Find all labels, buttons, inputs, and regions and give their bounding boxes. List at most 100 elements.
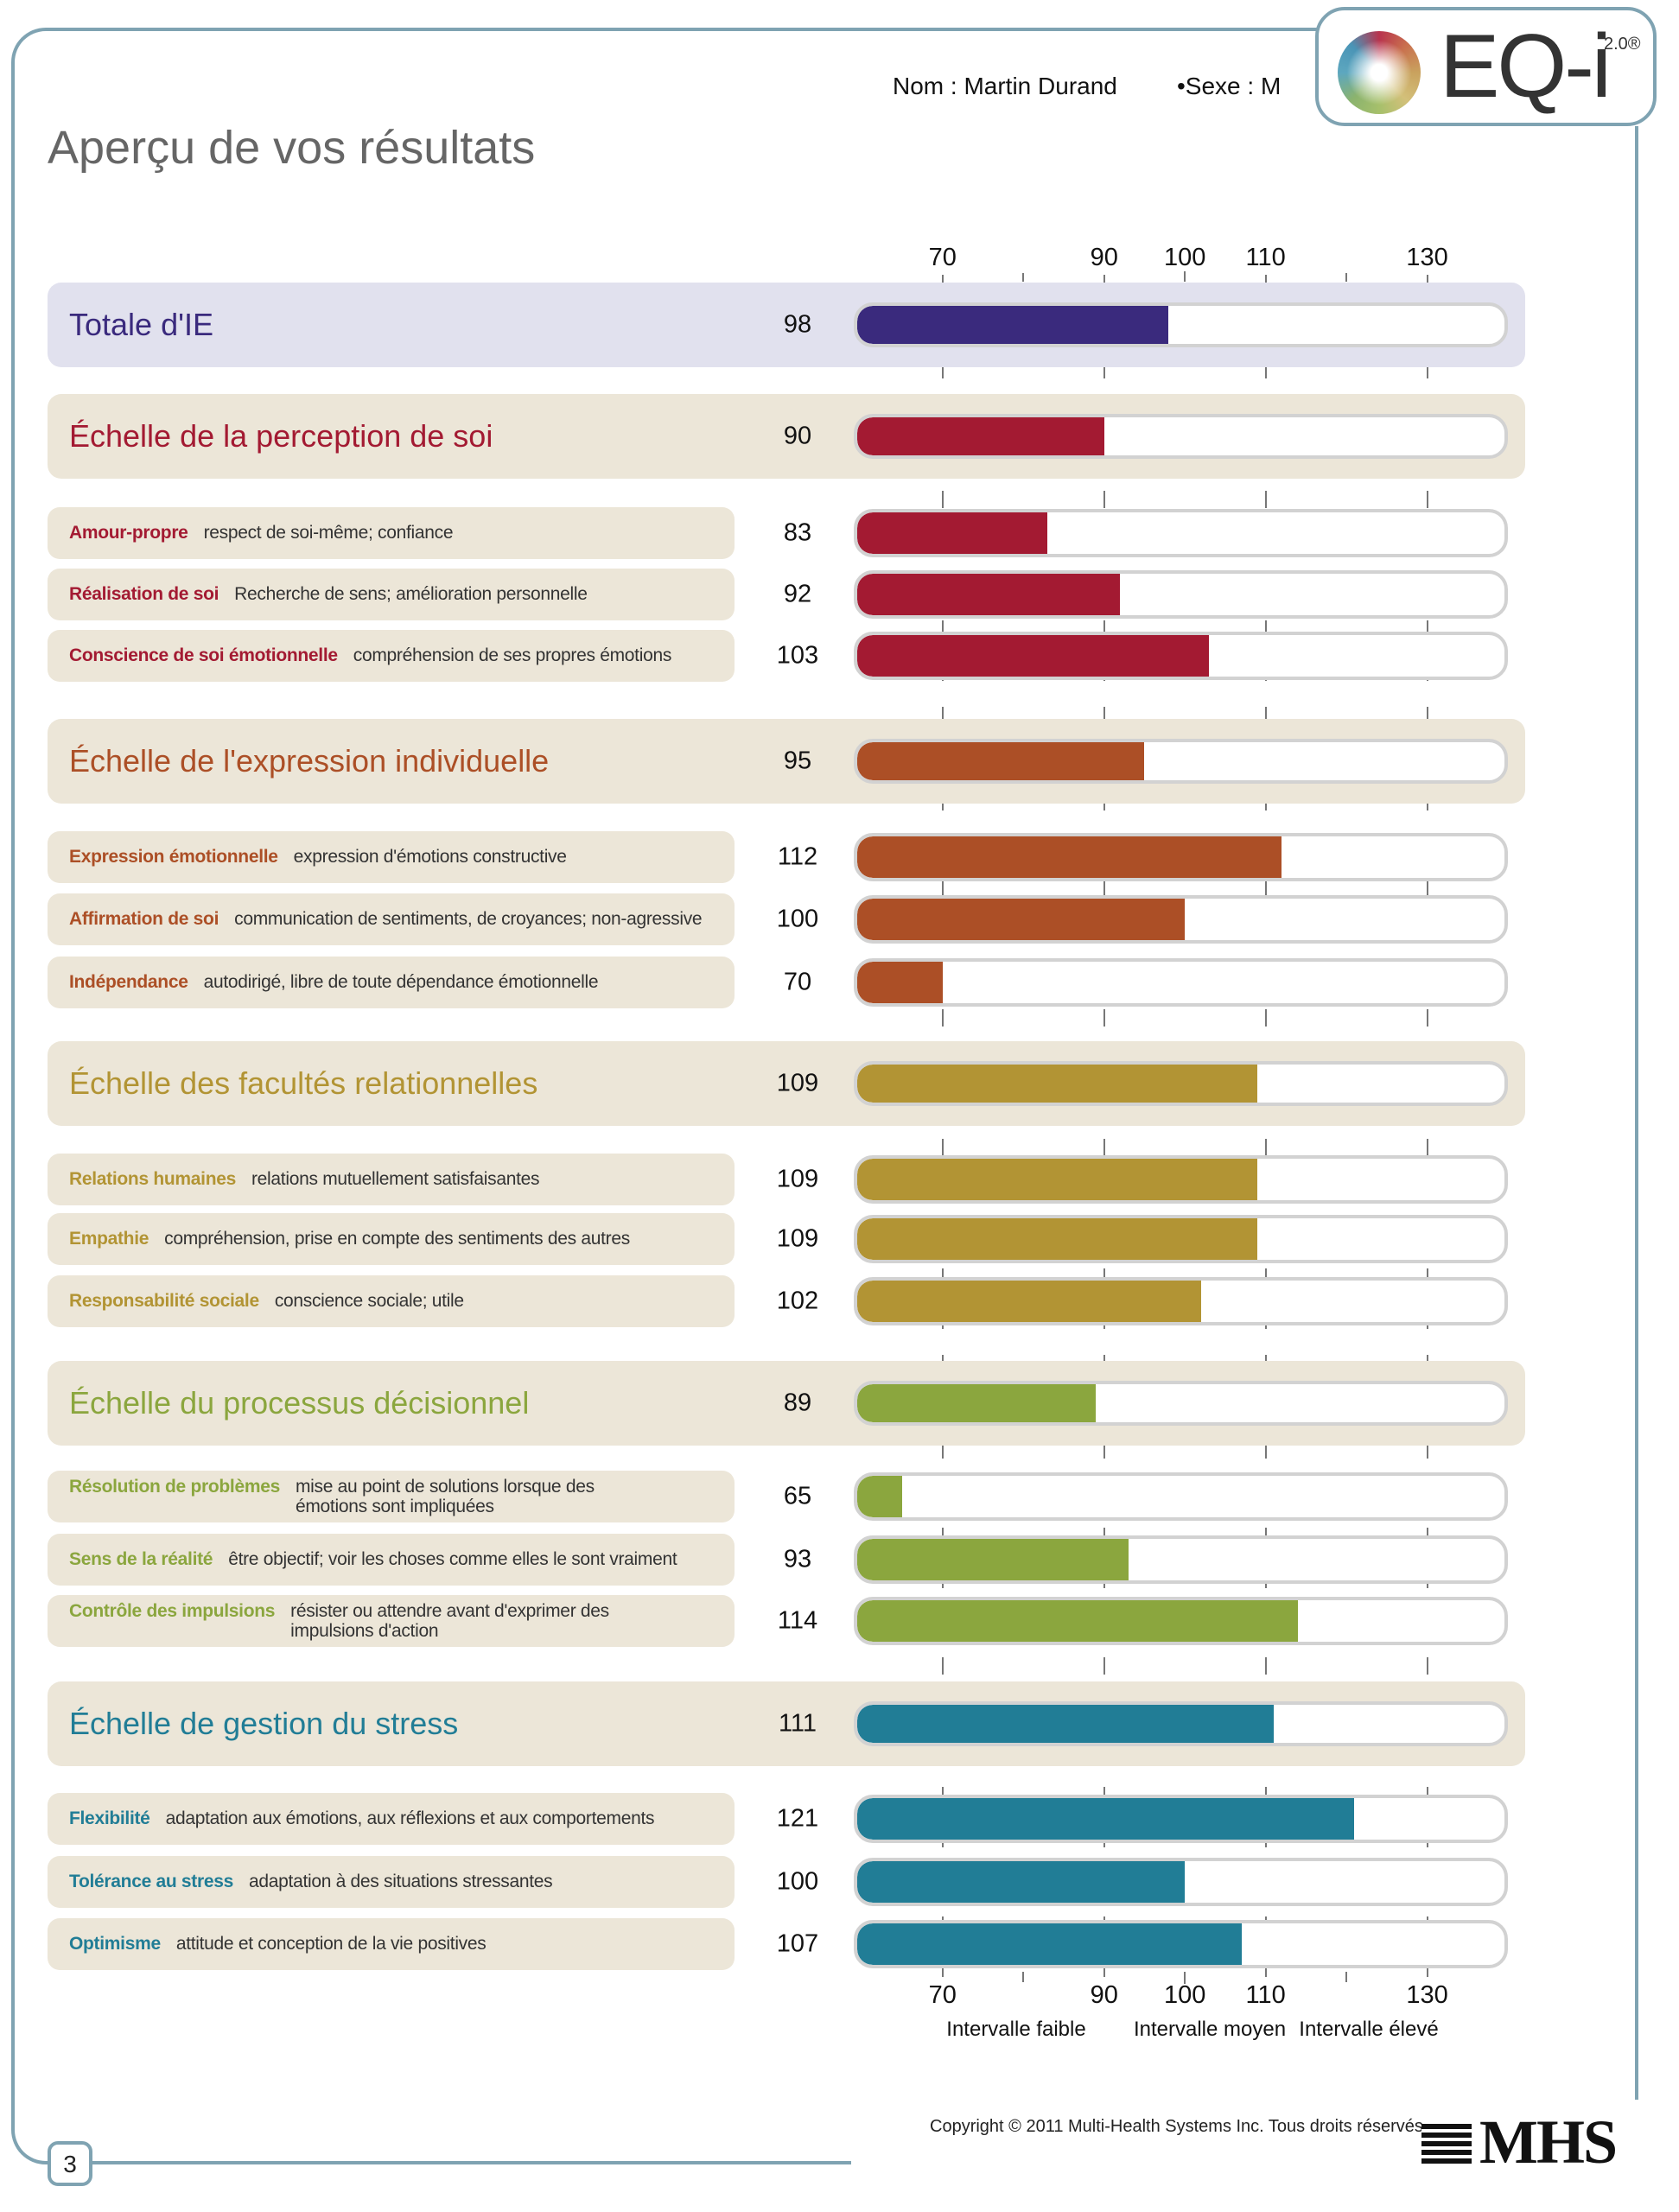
subscale-label: Empathie	[69, 1229, 149, 1249]
subscale-text: Empathie compréhension, prise en compte d…	[69, 1229, 726, 1249]
copyright: Copyright © 2011 Multi-Health Systems In…	[930, 2117, 1428, 2136]
tick-bottom-100	[1184, 1972, 1186, 1984]
score-value: 70	[783, 968, 812, 996]
subscale-text: Sens de la réalité être objectif; voir le…	[69, 1549, 726, 1570]
score-value: 103	[776, 641, 819, 670]
score-bar-track	[854, 1535, 1508, 1584]
score-value: 107	[776, 1929, 819, 1958]
tick-guide-130	[1426, 275, 1428, 1990]
tick-label-top: 100	[1163, 244, 1206, 271]
score-bar-fill	[857, 1861, 1186, 1903]
score-value: 111	[778, 1709, 817, 1738]
page-title: Aperçu de vos résultats	[48, 122, 536, 174]
score-value: 83	[783, 518, 812, 547]
subscale-label: Résolution de problèmes	[69, 1477, 280, 1497]
subscale-text: Conscience de soi émotionnelle compréhens…	[69, 645, 726, 666]
subscale-description: expression d'émotions constructive	[293, 847, 567, 867]
score-bar-track	[854, 302, 1508, 347]
score-value: 98	[783, 310, 812, 339]
score-value: 109	[776, 1165, 819, 1193]
subscale-row: Sens de la réalité être objectif; voir le…	[48, 1534, 735, 1586]
subscale-description: attitude et conception de la vie positiv…	[175, 1934, 487, 1954]
subscale-label: Affirmation de soi	[69, 909, 219, 929]
subscale-label: Expression émotionnelle	[69, 847, 278, 867]
subscale-row: Relations humaines relations mutuellement…	[48, 1154, 735, 1205]
subscale-row: Expression émotionnelle expression d'émot…	[48, 831, 735, 883]
page-frame-right	[1635, 126, 1638, 2100]
score-bar-track	[854, 1597, 1508, 1645]
subscale-text: Contrôle des impulsions résister ou atten…	[69, 1601, 726, 1641]
score-bar-fill	[857, 1384, 1097, 1422]
subscale-text: Résolution de problèmes mise au point de …	[69, 1477, 726, 1516]
subscale-label: Amour-propre	[69, 523, 188, 543]
subscale-text: Réalisation de soi Recherche de sens; amé…	[69, 584, 726, 605]
score-bar-fill	[857, 1065, 1258, 1103]
subscale-description: adaptation aux émotions, aux réflexions …	[165, 1808, 655, 1828]
subscale-row: Empathie compréhension, prise en compte d…	[48, 1213, 735, 1265]
band-title: Échelle du processus décisionnel	[69, 1385, 530, 1421]
tick-label-top: 130	[1406, 244, 1448, 271]
subscale-label: Optimisme	[69, 1934, 161, 1954]
band-title: Totale d'IE	[69, 307, 213, 342]
tick-label-bottom: 100	[1163, 1981, 1206, 2009]
score-bar-fill	[857, 836, 1282, 878]
range-label-average: Intervalle moyen	[1133, 2018, 1287, 2041]
score-bar-fill	[857, 635, 1210, 677]
score-bar-track	[854, 1277, 1508, 1325]
page-frame	[11, 28, 1636, 2164]
mhs-emblem-icon	[1421, 2124, 1472, 2167]
subscale-label: Réalisation de soi	[69, 584, 219, 604]
score-bar-track	[854, 1795, 1508, 1843]
score-bar-fill	[857, 962, 943, 1003]
subscale-text: Amour-propre respect de soi-même; confian…	[69, 523, 726, 543]
score-value: 100	[776, 1867, 819, 1896]
score-bar-track	[854, 1920, 1508, 1968]
score-value: 121	[776, 1804, 819, 1833]
subscale-text: Flexibilité adaptation aux émotions, aux …	[69, 1808, 726, 1829]
subscale-description: compréhension de ses propres émotions	[353, 645, 672, 665]
subscale-description: communication de sentiments, de croyance…	[234, 909, 703, 929]
score-bar-track	[854, 1701, 1508, 1746]
score-bar-track	[854, 414, 1508, 459]
subscale-row: Responsabilité sociale conscience sociale…	[48, 1275, 735, 1327]
score-bar-fill	[857, 1923, 1242, 1965]
score-value: 65	[783, 1482, 812, 1510]
subscale-row: Affirmation de soi communication de senti…	[48, 893, 735, 945]
score-bar-track	[854, 1858, 1508, 1906]
score-bar-fill	[857, 899, 1186, 940]
score-bar-fill	[857, 1476, 903, 1517]
subscale-description: respect de soi-même; confiance	[203, 523, 454, 543]
score-bar-track	[854, 570, 1508, 619]
score-bar-track	[854, 1472, 1508, 1521]
range-label-high: Intervalle élevé	[1299, 2018, 1439, 2041]
subscale-text: Tolérance au stress adaptation à des situ…	[69, 1872, 726, 1892]
score-bar-track	[854, 958, 1508, 1007]
subscale-description: Recherche de sens; amélioration personne…	[234, 584, 588, 604]
subscale-description: relations mutuellement satisfaisantes	[251, 1169, 540, 1189]
score-bar-fill	[857, 1600, 1298, 1642]
subscale-description: compréhension, prise en compte des senti…	[164, 1229, 630, 1249]
score-bar-fill	[857, 1539, 1129, 1580]
subscale-row: Tolérance au stress adaptation à des situ…	[48, 1856, 735, 1908]
tick-guide-90	[1103, 275, 1105, 1990]
score-value: 89	[783, 1389, 812, 1417]
band-title: Échelle de gestion du stress	[69, 1706, 459, 1741]
score-bar-fill	[857, 1281, 1201, 1322]
score-bar-fill	[857, 574, 1121, 615]
eqi-logo: EQ-i 2.0®	[1315, 7, 1657, 126]
tick-label-bottom: 70	[928, 1981, 957, 2009]
subscale-row: Conscience de soi émotionnelle compréhens…	[48, 630, 735, 682]
subscale-text: Indépendance autodirigé, libre de toute d…	[69, 972, 726, 993]
tick-label-top: 110	[1245, 244, 1286, 271]
score-bar-fill	[857, 512, 1048, 554]
tick-guide-110	[1264, 275, 1267, 1990]
subscale-row: Indépendance autodirigé, libre de toute d…	[48, 957, 735, 1008]
minor-tick-bottom-80	[1022, 1972, 1025, 1982]
mhs-logo: MHS	[1479, 2107, 1618, 2177]
score-value: 93	[783, 1545, 812, 1573]
composite-band: Échelle des facultés relationnelles	[48, 1041, 1525, 1126]
score-bar-track	[854, 895, 1508, 944]
eqi-logo-text: EQ-i	[1440, 16, 1612, 117]
tick-label-bottom: 110	[1245, 1981, 1286, 2009]
subscale-description: mise au point de solutions lorsque des é…	[295, 1477, 595, 1516]
